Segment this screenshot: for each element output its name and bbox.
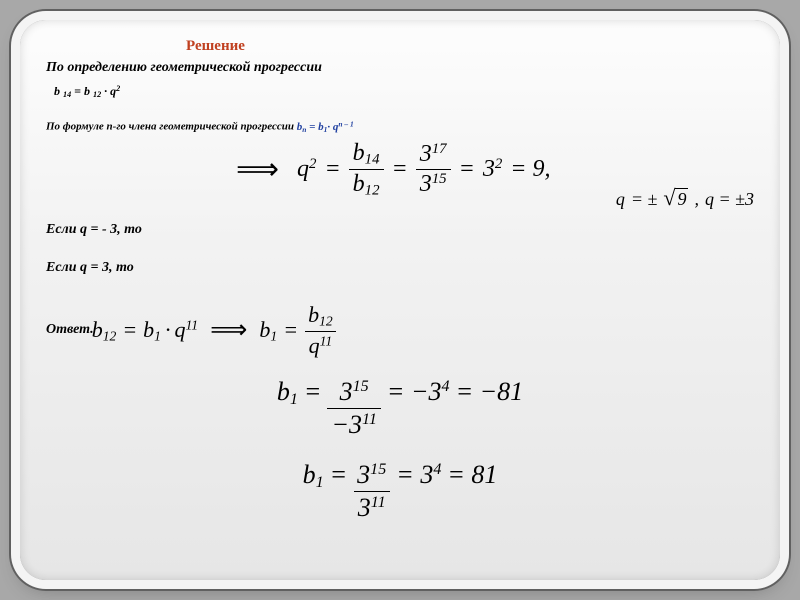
answer-label: Ответ. <box>46 322 94 338</box>
equation-b1-neg: b1 = 315 −311 = −34 = −81 <box>46 377 754 440</box>
implies-icon: ⟹ <box>236 152 279 187</box>
equation-b12: b12 = b1 · q11 ⟹ b1 = b12 q11 <box>92 302 337 358</box>
case-neg3: Если q = - 3, то <box>46 222 754 238</box>
equation-q: q = ± √9, q = ±3 <box>616 188 754 210</box>
definition-line: По определению геометрической прогрессии <box>46 60 754 76</box>
definition-formula: b 14 = b 12 · q2 <box>54 84 754 99</box>
case-pos3: Если q = 3, то <box>46 260 754 276</box>
answer-row: Ответ. b12 = b1 · q11 ⟹ b1 = b12 q11 <box>46 302 754 358</box>
equation-b1-pos: b1 = 315 311 = 34 = 81 <box>46 460 754 523</box>
slide-frame: Решение По определению геометрической пр… <box>20 20 780 580</box>
nth-term-line: По формуле n-го члена геометрической про… <box>46 119 754 134</box>
implies-icon: ⟹ <box>210 315 247 345</box>
solution-title: Решение <box>186 38 754 55</box>
